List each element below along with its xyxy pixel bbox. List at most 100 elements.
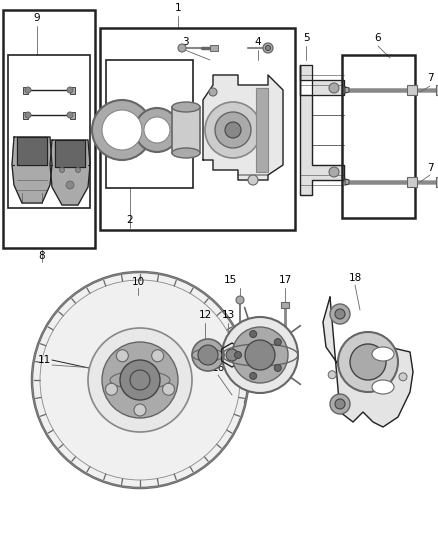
- Text: 15: 15: [223, 275, 237, 285]
- Circle shape: [215, 112, 251, 148]
- Circle shape: [32, 272, 248, 488]
- Circle shape: [198, 345, 218, 365]
- Circle shape: [250, 373, 257, 379]
- Circle shape: [178, 44, 186, 52]
- Circle shape: [209, 88, 217, 96]
- Circle shape: [130, 370, 150, 390]
- Circle shape: [329, 83, 339, 93]
- Polygon shape: [12, 137, 52, 203]
- Bar: [100, 28, 295, 230]
- Circle shape: [274, 338, 281, 345]
- Circle shape: [60, 167, 64, 173]
- Polygon shape: [345, 87, 349, 93]
- Circle shape: [222, 317, 298, 393]
- Polygon shape: [300, 65, 344, 95]
- Circle shape: [102, 110, 142, 150]
- Polygon shape: [50, 140, 90, 205]
- Circle shape: [329, 167, 339, 177]
- Circle shape: [67, 112, 73, 118]
- Ellipse shape: [172, 148, 200, 158]
- Circle shape: [67, 87, 73, 93]
- Text: 7: 7: [427, 163, 433, 173]
- Text: 7: 7: [427, 73, 433, 83]
- Circle shape: [330, 304, 350, 324]
- Ellipse shape: [372, 347, 394, 361]
- Text: 6: 6: [374, 33, 381, 43]
- Bar: [23, 111, 28, 118]
- Polygon shape: [17, 137, 47, 165]
- Polygon shape: [323, 297, 413, 427]
- Text: 11: 11: [37, 355, 51, 365]
- Circle shape: [226, 349, 238, 361]
- Bar: [70, 86, 75, 93]
- Text: 13: 13: [221, 310, 235, 320]
- Circle shape: [205, 102, 261, 158]
- Circle shape: [330, 394, 350, 414]
- Bar: [172, 107, 200, 153]
- Circle shape: [335, 399, 345, 409]
- Circle shape: [144, 117, 170, 143]
- Circle shape: [162, 383, 174, 395]
- Text: 5: 5: [303, 33, 309, 43]
- Circle shape: [152, 350, 164, 362]
- Circle shape: [232, 327, 288, 383]
- Circle shape: [66, 181, 74, 189]
- Circle shape: [338, 332, 398, 392]
- Bar: [256, 88, 268, 172]
- Circle shape: [120, 360, 160, 400]
- Ellipse shape: [172, 102, 200, 112]
- Circle shape: [250, 330, 257, 337]
- Circle shape: [117, 350, 128, 362]
- Text: 2: 2: [127, 215, 133, 225]
- Ellipse shape: [372, 380, 394, 394]
- Circle shape: [236, 296, 244, 304]
- Bar: [70, 111, 75, 118]
- Circle shape: [88, 328, 192, 432]
- Polygon shape: [300, 65, 344, 195]
- Text: 1: 1: [175, 3, 181, 13]
- Circle shape: [134, 404, 146, 416]
- Text: 4: 4: [254, 37, 261, 47]
- Circle shape: [102, 342, 178, 418]
- Text: 9: 9: [34, 13, 40, 23]
- Circle shape: [135, 108, 179, 152]
- Circle shape: [328, 371, 336, 379]
- Circle shape: [225, 122, 241, 138]
- Bar: [281, 302, 289, 308]
- Circle shape: [245, 340, 275, 370]
- Text: 10: 10: [131, 277, 145, 287]
- Circle shape: [106, 383, 117, 395]
- Text: 18: 18: [348, 273, 362, 283]
- Bar: [106, 60, 193, 188]
- Bar: [407, 177, 417, 187]
- Circle shape: [399, 373, 407, 381]
- Circle shape: [25, 112, 31, 118]
- Circle shape: [25, 87, 31, 93]
- Polygon shape: [345, 179, 349, 185]
- Text: 3: 3: [182, 37, 188, 47]
- Polygon shape: [222, 343, 242, 367]
- Circle shape: [92, 100, 152, 160]
- Circle shape: [75, 167, 81, 173]
- Polygon shape: [203, 75, 283, 180]
- Bar: [8, 55, 90, 208]
- Bar: [3, 10, 95, 248]
- Circle shape: [265, 45, 271, 51]
- Bar: [407, 85, 417, 95]
- Text: 17: 17: [279, 275, 292, 285]
- Bar: [436, 85, 438, 95]
- Bar: [436, 177, 438, 187]
- Circle shape: [248, 175, 258, 185]
- Polygon shape: [55, 140, 85, 167]
- Bar: [342, 55, 415, 218]
- Text: 12: 12: [198, 310, 212, 320]
- Circle shape: [192, 339, 224, 371]
- Circle shape: [234, 351, 241, 359]
- Text: 16: 16: [212, 363, 225, 373]
- Text: 8: 8: [39, 251, 45, 261]
- Circle shape: [335, 309, 345, 319]
- Bar: [23, 86, 28, 93]
- Circle shape: [263, 43, 273, 53]
- Bar: [210, 45, 218, 51]
- Circle shape: [350, 344, 386, 380]
